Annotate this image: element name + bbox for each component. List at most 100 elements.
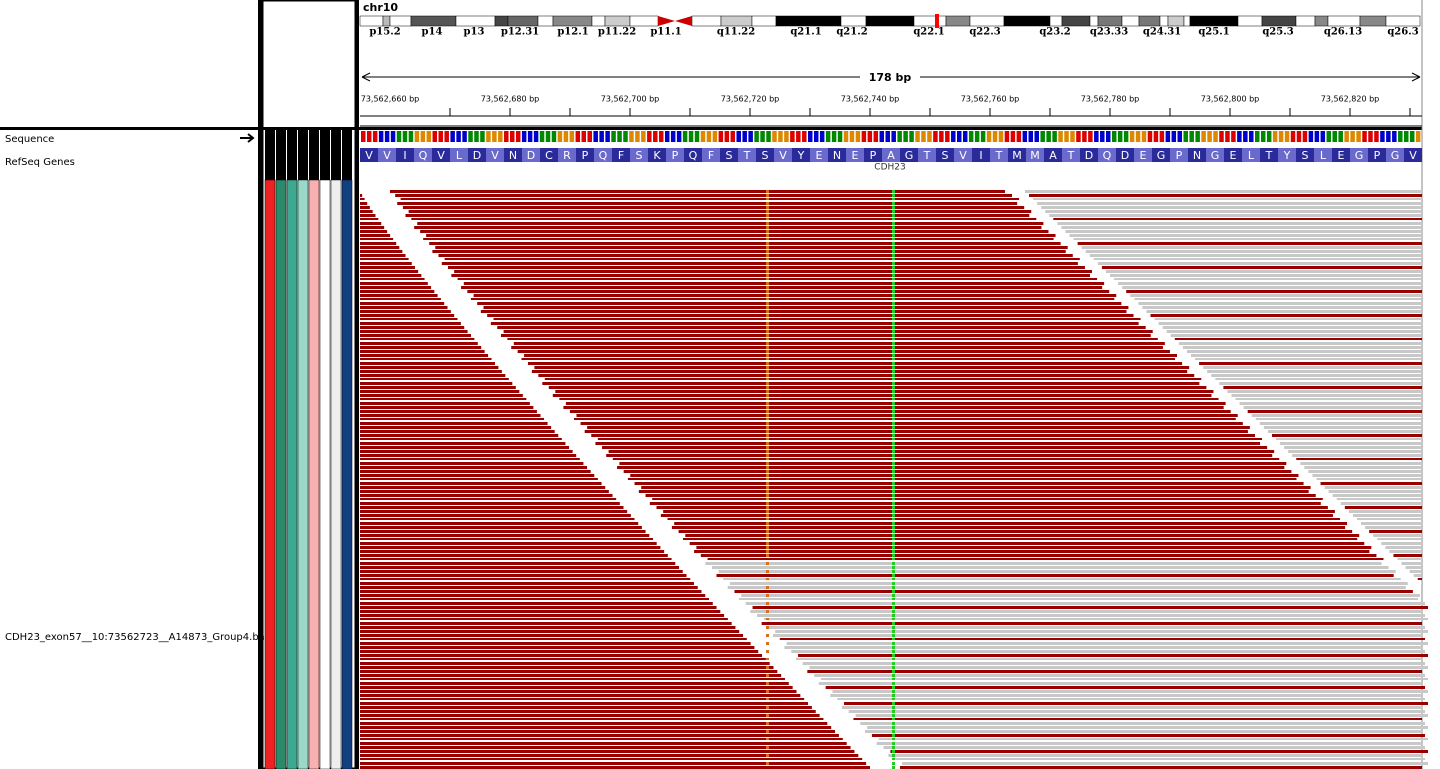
read xyxy=(360,722,828,725)
base xyxy=(384,131,390,142)
read xyxy=(723,578,1401,580)
base xyxy=(659,131,664,142)
amino-acid-box xyxy=(990,148,1008,162)
cytoband xyxy=(1327,15,1361,27)
cytoband xyxy=(913,15,947,27)
mismatch xyxy=(892,354,895,357)
read xyxy=(552,394,1212,397)
mismatch xyxy=(766,210,769,213)
read xyxy=(1049,214,1422,217)
mismatch xyxy=(766,698,769,700)
base xyxy=(1284,131,1290,142)
base xyxy=(1356,131,1361,142)
mismatch xyxy=(766,494,769,497)
attribute xyxy=(264,179,276,769)
gene-name[interactable]: CDH23 xyxy=(874,163,905,173)
amino-acid-box xyxy=(882,148,900,162)
base xyxy=(515,131,521,142)
base xyxy=(819,131,825,142)
track-name[interactable]: RefSeq Genes xyxy=(5,157,75,168)
cytoband xyxy=(1314,15,1329,27)
read xyxy=(360,286,432,289)
mismatch xyxy=(766,650,769,653)
amino-acid-box xyxy=(918,148,936,162)
read xyxy=(360,318,458,320)
mismatch xyxy=(892,330,895,333)
amino-acid: V xyxy=(491,149,499,162)
read xyxy=(360,626,736,629)
mismatch xyxy=(892,326,895,329)
attribute xyxy=(308,179,320,769)
read xyxy=(825,686,1425,689)
read xyxy=(663,510,1335,513)
read xyxy=(360,762,867,765)
read xyxy=(1296,458,1422,460)
read xyxy=(360,414,541,417)
base xyxy=(915,131,920,142)
amino-acid: M xyxy=(1030,149,1040,162)
mismatch xyxy=(766,618,769,620)
read xyxy=(360,258,409,260)
read xyxy=(360,354,489,357)
base xyxy=(1094,131,1099,142)
amino-acid-box xyxy=(630,148,648,162)
base xyxy=(1207,131,1212,142)
base xyxy=(438,131,443,142)
mismatch xyxy=(892,258,895,260)
mismatch xyxy=(766,542,769,545)
mismatch xyxy=(892,730,895,733)
read xyxy=(807,670,1422,673)
mismatch xyxy=(892,706,895,709)
read xyxy=(360,702,809,705)
read xyxy=(360,690,797,693)
base xyxy=(1177,131,1183,142)
read xyxy=(727,586,1406,589)
mismatch xyxy=(766,430,769,433)
mismatch xyxy=(892,422,895,425)
read xyxy=(360,498,617,500)
track-name[interactable]: Sequence xyxy=(5,134,54,145)
chromosome[interactable]: chr10 xyxy=(363,1,398,14)
read xyxy=(538,374,1195,377)
mismatch xyxy=(766,674,769,677)
track-name[interactable]: CDH23_exon57__10:73562723__A14873_Group4… xyxy=(5,632,265,643)
read xyxy=(1199,362,1422,365)
span: 178 bp xyxy=(869,71,912,84)
base xyxy=(1237,131,1242,142)
base xyxy=(1171,131,1177,142)
base xyxy=(1028,131,1034,142)
cytoband-label: q22.1 xyxy=(913,27,944,38)
mismatch xyxy=(766,242,769,245)
base xyxy=(414,131,420,142)
read xyxy=(444,258,1080,260)
mismatch xyxy=(892,286,895,289)
cytoband xyxy=(1295,15,1316,27)
amino-acid: K xyxy=(653,149,661,162)
read xyxy=(423,238,1054,240)
amino-acid: G xyxy=(1211,149,1220,162)
read xyxy=(360,746,851,749)
base xyxy=(1362,131,1367,142)
base xyxy=(1010,131,1016,142)
read xyxy=(1077,242,1422,245)
read xyxy=(360,310,451,313)
read xyxy=(1110,274,1422,277)
read xyxy=(360,694,801,697)
read xyxy=(773,634,1422,637)
read xyxy=(360,666,774,669)
read xyxy=(473,294,1117,297)
read xyxy=(1357,518,1422,520)
cytoband xyxy=(865,15,915,27)
read xyxy=(360,358,492,360)
read xyxy=(360,546,661,549)
base xyxy=(581,131,587,142)
mismatch xyxy=(766,198,769,200)
mismatch xyxy=(892,294,895,297)
read xyxy=(671,526,1346,529)
read xyxy=(360,466,588,469)
mismatch xyxy=(892,658,895,660)
mismatch xyxy=(892,574,895,577)
base xyxy=(1380,131,1385,142)
read xyxy=(360,650,759,653)
read xyxy=(888,754,1422,757)
